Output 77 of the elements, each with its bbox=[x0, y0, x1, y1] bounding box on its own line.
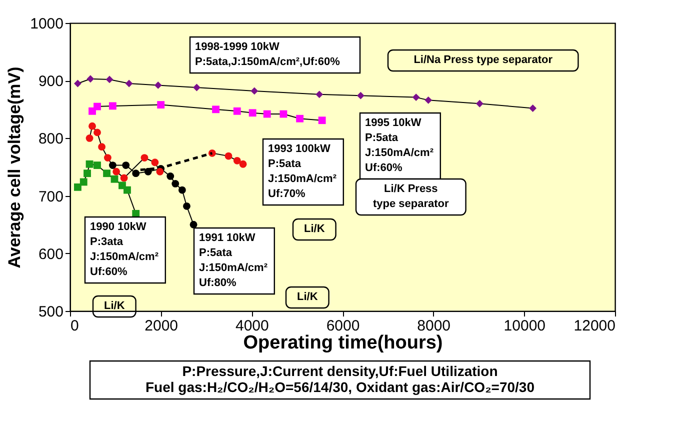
point bbox=[94, 162, 101, 169]
point bbox=[74, 80, 82, 88]
point bbox=[125, 80, 133, 88]
point bbox=[239, 160, 247, 168]
x-tick-label: 12000 bbox=[574, 318, 616, 334]
x-tick-label: 10000 bbox=[504, 318, 546, 334]
point bbox=[80, 178, 88, 186]
point bbox=[157, 101, 165, 108]
point bbox=[86, 75, 94, 83]
x-tick-label: 0 bbox=[70, 318, 79, 334]
point bbox=[424, 96, 432, 104]
point bbox=[108, 102, 116, 110]
point bbox=[86, 134, 94, 142]
point bbox=[172, 180, 180, 188]
y-tick-label: 500 bbox=[38, 304, 64, 320]
point bbox=[120, 174, 128, 182]
y-tick-label: 900 bbox=[38, 73, 64, 90]
point bbox=[356, 92, 364, 100]
x-tick-label: 4000 bbox=[235, 318, 269, 334]
point bbox=[140, 154, 148, 162]
annotation: 1995 10kW P:5ata J:150mA/cm² Uf:60% bbox=[365, 117, 434, 174]
text: P:Pressure,J:Current density,Uf:Fuel Utilization Fuel gas:H₂/CO₂/H₂O=56/14/30, Oxidant gas:Air/CO₂=70/30 bbox=[145, 363, 535, 395]
y-tick-label: 1000 bbox=[30, 16, 64, 32]
point bbox=[412, 94, 420, 102]
point bbox=[122, 162, 130, 169]
y-tick-label: 700 bbox=[38, 188, 64, 206]
x-tick-label: 2000 bbox=[144, 318, 178, 334]
point bbox=[94, 128, 101, 136]
point bbox=[248, 109, 256, 117]
annotation: Li/K bbox=[304, 223, 325, 235]
annotation: Li/K Press type separator bbox=[372, 183, 450, 210]
point bbox=[88, 122, 96, 130]
point bbox=[318, 116, 326, 124]
point bbox=[263, 110, 271, 118]
x-tick-label: 6000 bbox=[326, 318, 360, 334]
point bbox=[154, 82, 162, 89]
annotation: 1993 100kW P:5ata J:150mA/cm² Uf:70% bbox=[268, 143, 337, 200]
point bbox=[316, 90, 324, 98]
annotation: Li/K bbox=[297, 291, 318, 303]
point bbox=[103, 170, 110, 178]
point bbox=[166, 172, 174, 180]
point bbox=[212, 106, 220, 114]
point bbox=[296, 114, 304, 122]
point bbox=[224, 152, 232, 160]
point bbox=[156, 168, 164, 176]
annotation: 1998-1999 10kW P:5ata,J:150mA/cm²,Uf:60% bbox=[195, 41, 340, 68]
point bbox=[476, 100, 484, 108]
x-axis-title: Operating time(hours) bbox=[243, 332, 443, 354]
x-tick-label: 8000 bbox=[417, 318, 451, 334]
annotation: 1991 10kW P:5ata J:150mA/cm² Uf:80% bbox=[199, 232, 268, 289]
point bbox=[190, 220, 198, 228]
point bbox=[178, 186, 186, 194]
y-axis-title: Average cell voltage(mV) bbox=[5, 66, 24, 268]
point bbox=[110, 175, 118, 183]
point bbox=[193, 84, 200, 92]
point bbox=[94, 102, 101, 110]
y-tick-label: 600 bbox=[38, 246, 64, 263]
point bbox=[86, 160, 94, 168]
point bbox=[104, 154, 112, 162]
point bbox=[250, 87, 258, 95]
point bbox=[112, 168, 120, 176]
point bbox=[151, 158, 159, 166]
point bbox=[124, 186, 131, 194]
annotation: 1990 10kW P:3ata J:150mA/cm² Uf:60% bbox=[90, 221, 159, 278]
point bbox=[98, 143, 106, 151]
point bbox=[529, 104, 537, 112]
point bbox=[132, 170, 140, 178]
point bbox=[106, 76, 114, 84]
point bbox=[74, 183, 82, 191]
point bbox=[84, 170, 91, 178]
point bbox=[144, 168, 152, 176]
point bbox=[233, 156, 241, 164]
point bbox=[233, 107, 241, 115]
annotation: Li/K bbox=[104, 300, 125, 312]
y-tick-label: 800 bbox=[38, 130, 64, 148]
annotation: Li/Na Press type separator bbox=[414, 54, 554, 66]
point bbox=[183, 202, 190, 210]
